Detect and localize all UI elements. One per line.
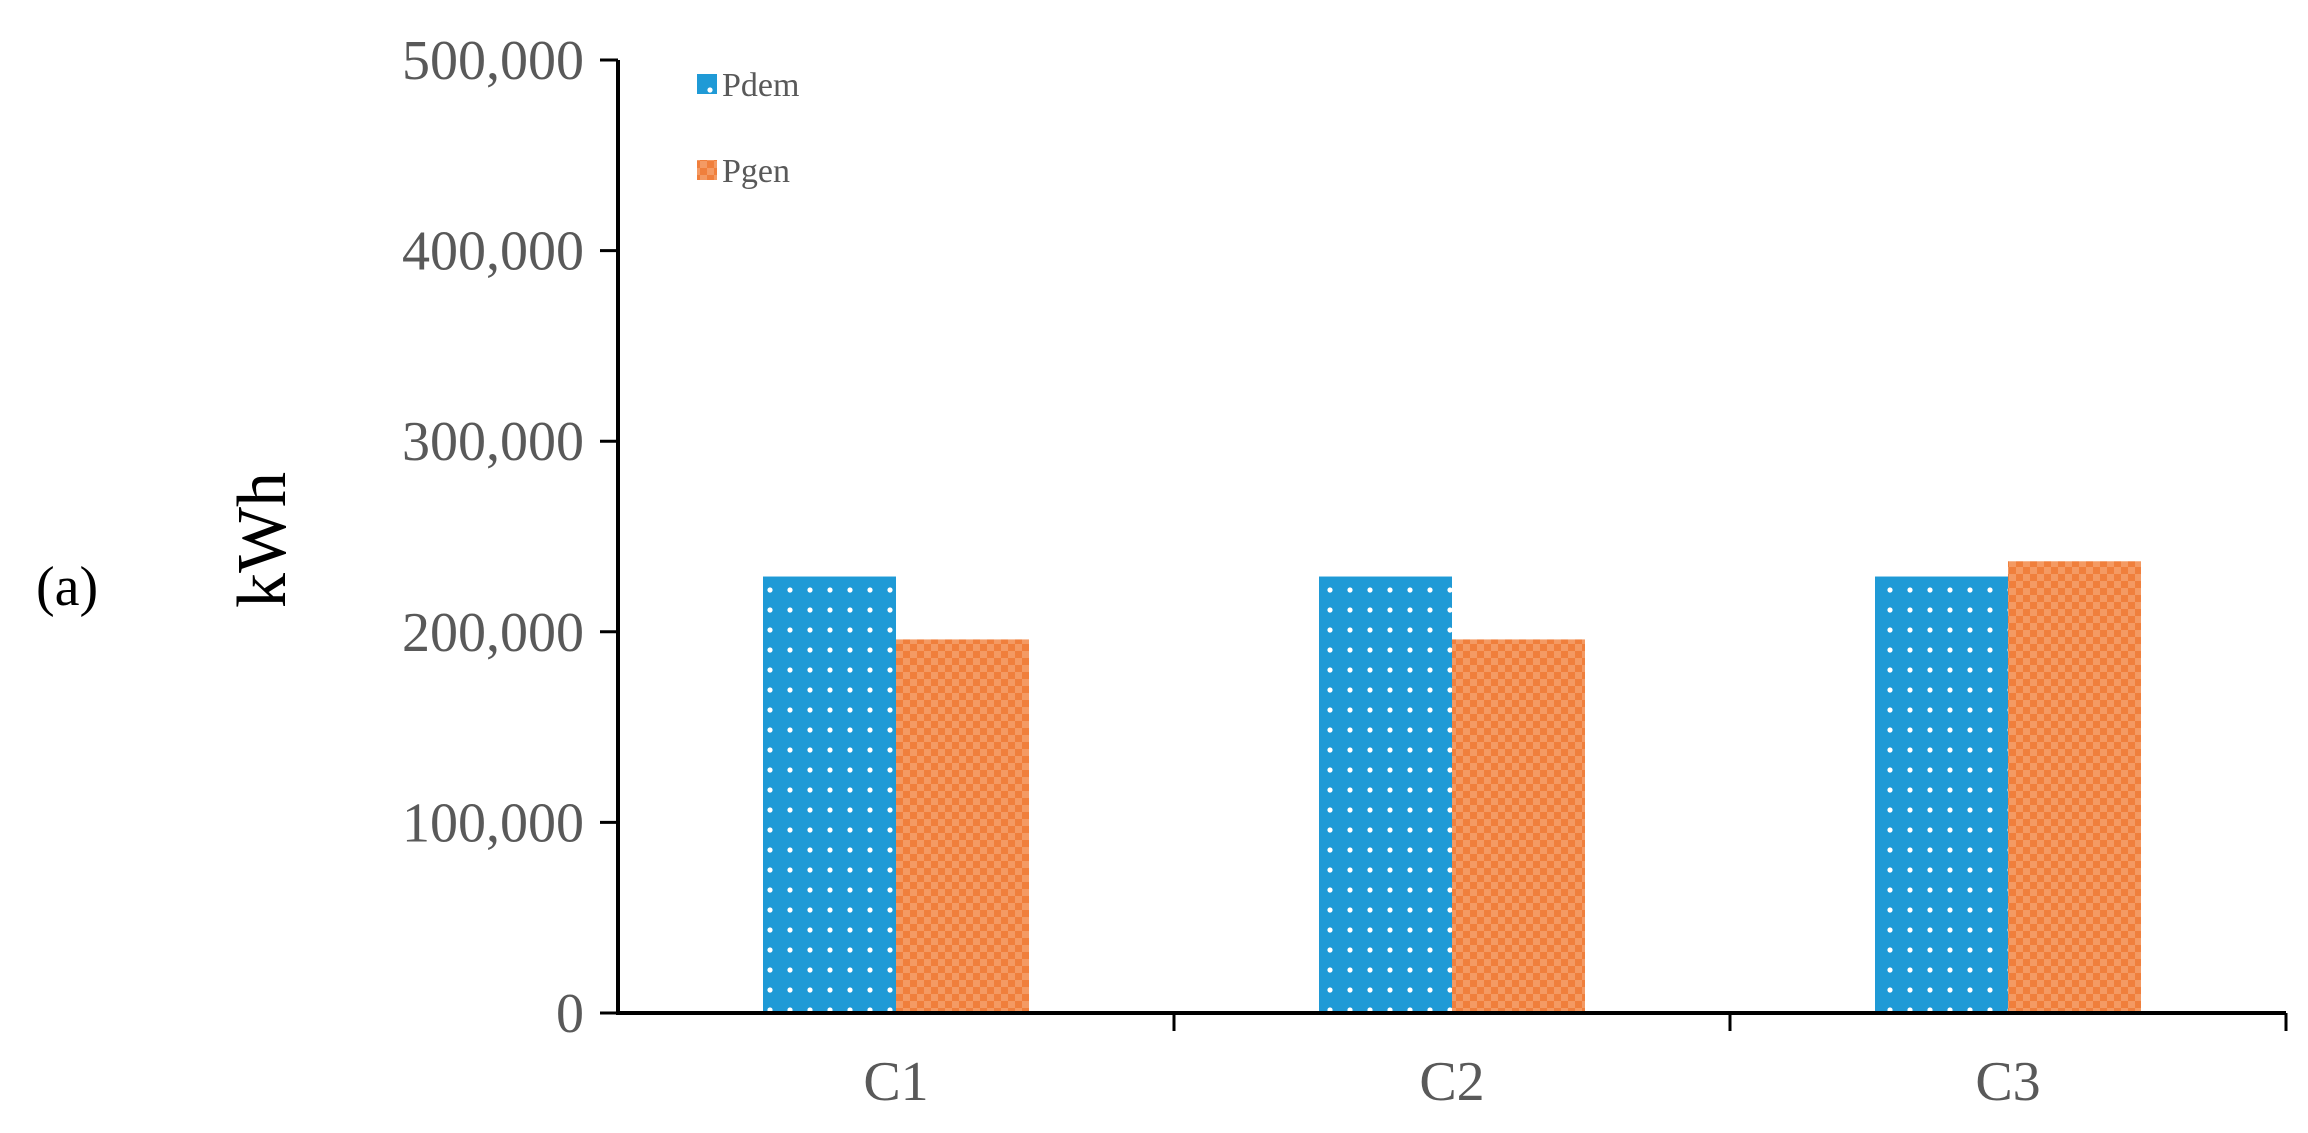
x-tick-label: C1 [863,1051,928,1113]
x-axis-ticks: C1 C2 C3 [863,1013,2288,1113]
y-tick-label: 400,000 [402,221,584,283]
y-tick-label: 0 [556,983,584,1045]
bars [763,561,2141,1013]
y-tick-label: 300,000 [402,411,584,473]
bar-pgen-c2 [1452,639,1585,1013]
bar-pdem-c3 [1875,576,2008,1013]
y-tick-label: 500,000 [402,30,584,92]
panel-label: (a) [36,556,98,618]
x-tick-label: C2 [1419,1051,1484,1113]
legend-swatch-pdem [697,74,717,94]
legend: Pdem Pgen [697,67,799,190]
y-tick-label: 200,000 [402,602,584,664]
y-axis-ticks: 0 100,000 200,000 300,000 400,000 500,000 [402,30,618,1045]
legend-label-pdem: Pdem [722,67,799,104]
bar-pgen-c3 [2008,561,2141,1013]
y-axis-label: kWh [224,472,301,608]
bar-pdem-c2 [1319,576,1452,1013]
x-tick-label: C3 [1975,1051,2040,1113]
bar-pgen-c1 [896,639,1029,1013]
legend-label-pgen: Pgen [722,153,790,190]
y-tick-label: 100,000 [402,792,584,854]
bar-pdem-c1 [763,576,896,1013]
legend-swatch-pgen [697,160,717,180]
